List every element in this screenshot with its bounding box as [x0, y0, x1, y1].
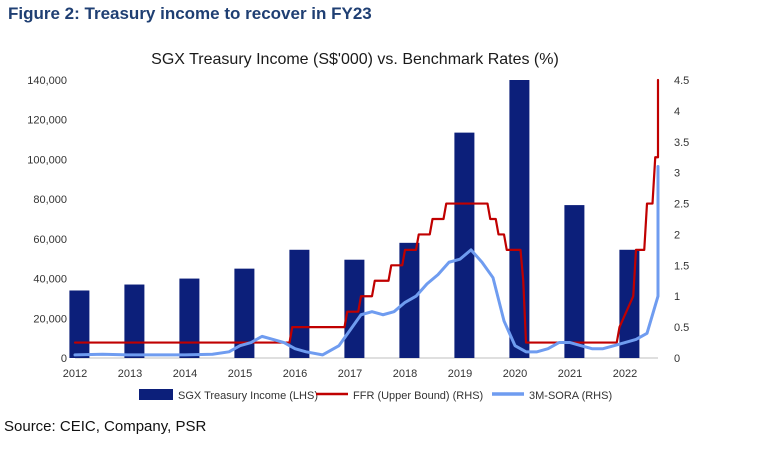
bar: [179, 278, 200, 358]
y-right-tick-label: 3: [674, 168, 680, 180]
x-tick-label: 2015: [228, 368, 252, 380]
y-left-tick-label: 80,000: [33, 194, 67, 206]
y-right-tick-label: 2: [674, 229, 680, 241]
bar: [289, 249, 310, 358]
legend-label-sora: 3M-SORA (RHS): [529, 390, 612, 402]
source-note: Source: CEIC, Company, PSR: [4, 418, 207, 435]
y-right-tick-label: 1.5: [674, 260, 689, 272]
plot-area: 0 20,000 40,000 60,000 80,000 100,000 120,000 1…: [27, 75, 689, 380]
y-left-tick-label: 100,000: [27, 154, 67, 166]
bar: [454, 132, 475, 358]
bar: [234, 268, 255, 358]
chart-legend: SGX Treasury Income (LHS) FFR (Upper Boun…: [139, 389, 612, 402]
chart-title: SGX Treasury Income (S$'000) vs. Benchma…: [151, 51, 559, 68]
y-left-tick-label: 40,000: [33, 274, 67, 286]
y-left-tick-label: 140,000: [27, 75, 67, 87]
bar: [124, 284, 145, 358]
y-right-tick-label: 2.5: [674, 199, 689, 211]
bar: [344, 259, 365, 358]
legend-label-bars: SGX Treasury Income (LHS): [178, 390, 318, 402]
y-left-tick-label: 0: [61, 353, 67, 365]
sora-line: [73, 164, 660, 357]
y-left-tick-label: 120,000: [27, 115, 67, 127]
legend-swatch-bars: [139, 389, 173, 400]
y-right-tick-label: 3.5: [674, 137, 689, 149]
y-right-tick-label: 0: [674, 353, 680, 365]
x-tick-label: 2021: [558, 368, 582, 380]
x-tick-label: 2022: [613, 368, 637, 380]
y-right-tick-label: 1: [674, 291, 680, 303]
x-tick-label: 2014: [173, 368, 197, 380]
legend-label-ffr: FFR (Upper Bound) (RHS): [353, 390, 483, 402]
x-tick-label: 2012: [63, 368, 87, 380]
y-right-tick-label: 4: [674, 106, 680, 118]
bar: [69, 290, 90, 358]
y-left-tick-label: 20,000: [33, 313, 67, 325]
x-tick-label: 2013: [118, 368, 142, 380]
x-tick-label: 2020: [503, 368, 527, 380]
y-right-tick-label: 4.5: [674, 75, 689, 87]
x-tick-label: 2018: [393, 368, 417, 380]
x-tick-label: 2019: [448, 368, 472, 380]
x-tick-label: 2017: [338, 368, 362, 380]
figure-title: Figure 2: Treasury income to recover in …: [8, 4, 372, 23]
bar: [509, 80, 530, 358]
y-right-tick-label: 0.5: [674, 322, 689, 334]
x-tick-label: 2016: [283, 368, 307, 380]
y-left-tick-label: 60,000: [33, 234, 67, 246]
bar: [564, 205, 585, 358]
ffr-line: [73, 78, 660, 344]
